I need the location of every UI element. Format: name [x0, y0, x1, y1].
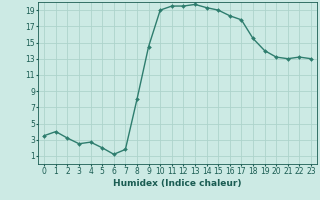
X-axis label: Humidex (Indice chaleur): Humidex (Indice chaleur)	[113, 179, 242, 188]
